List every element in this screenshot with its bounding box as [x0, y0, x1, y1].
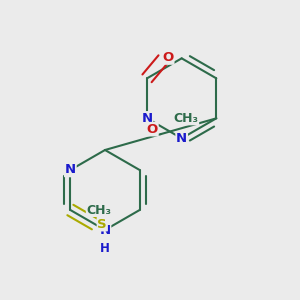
Text: N: N — [65, 164, 76, 176]
Text: CH₃: CH₃ — [174, 112, 199, 125]
Text: O: O — [147, 123, 158, 136]
Text: N: N — [176, 132, 187, 145]
Text: O: O — [163, 51, 174, 64]
Text: CH₃: CH₃ — [86, 203, 111, 217]
Text: N: N — [99, 224, 111, 236]
Text: S: S — [98, 218, 107, 231]
Text: H: H — [100, 242, 110, 255]
Text: N: N — [142, 112, 153, 125]
